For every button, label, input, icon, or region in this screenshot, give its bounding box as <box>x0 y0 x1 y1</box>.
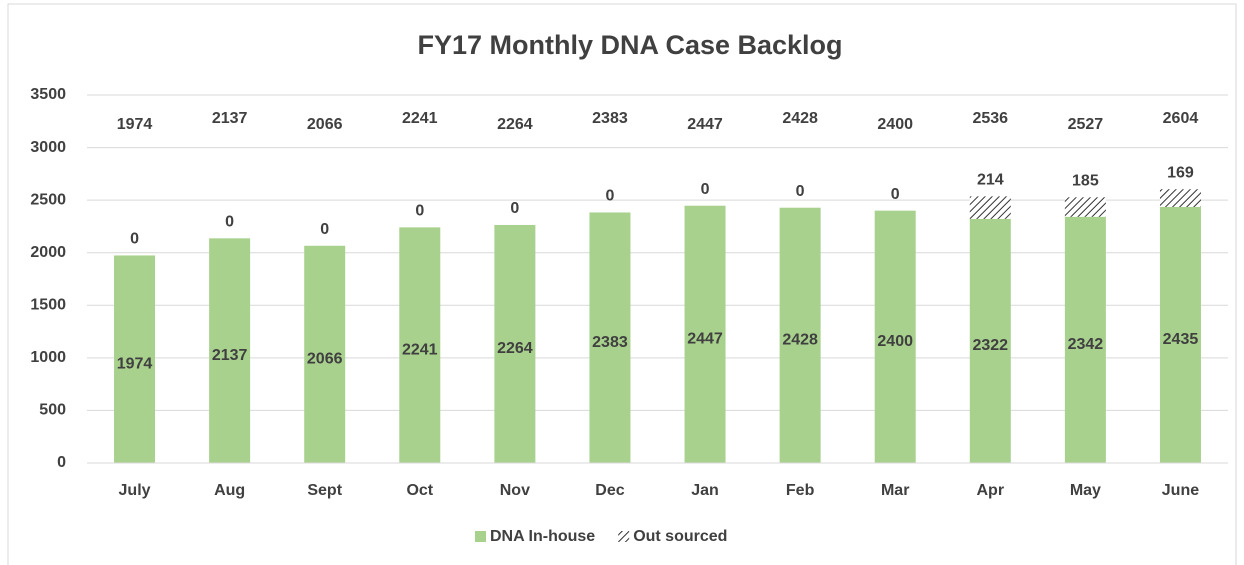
bar-segment <box>304 245 346 463</box>
y-tick-label: 3500 <box>30 86 66 103</box>
data-label: 0 <box>130 231 139 248</box>
bar-segment <box>874 210 916 463</box>
bar-segment <box>114 255 156 463</box>
bar-segment <box>779 207 821 463</box>
data-label: 2400 <box>877 333 913 350</box>
bar-segment <box>1159 189 1201 207</box>
legend-swatch <box>618 531 630 542</box>
bar-segment <box>209 238 251 463</box>
total-label: 2264 <box>497 116 533 133</box>
total-label: 2383 <box>592 110 628 127</box>
data-label: 0 <box>701 181 710 198</box>
legend-label: DNA In-house <box>490 528 595 545</box>
bar-segment <box>1159 206 1201 463</box>
data-label: 2322 <box>972 337 1008 354</box>
x-tick-label: Apr <box>977 482 1005 499</box>
y-tick-label: 2500 <box>30 191 66 208</box>
bar-segment <box>494 224 536 463</box>
data-label: 0 <box>891 186 900 203</box>
total-label: 2536 <box>972 110 1008 127</box>
data-label: 0 <box>796 183 805 200</box>
y-tick-label: 500 <box>39 402 66 419</box>
data-label: 2137 <box>212 347 248 364</box>
x-tick-label: July <box>119 482 151 499</box>
x-tick-label: May <box>1070 482 1101 499</box>
legend-swatch <box>475 531 486 542</box>
bar-segment <box>589 212 631 463</box>
y-tick-label: 1000 <box>30 349 66 366</box>
total-label: 2241 <box>402 110 438 127</box>
data-label: 0 <box>415 203 424 220</box>
x-tick-label: Jan <box>691 482 719 499</box>
data-label: 2447 <box>687 331 723 348</box>
data-label: 185 <box>1072 173 1099 190</box>
x-tick-label: Nov <box>500 482 530 499</box>
data-label: 2342 <box>1068 336 1104 353</box>
x-tick-label: Mar <box>881 482 909 499</box>
data-label: 2066 <box>307 351 343 368</box>
chart-title: FY17 Monthly DNA Case Backlog <box>417 30 842 60</box>
data-label: 0 <box>606 188 615 205</box>
data-label: 169 <box>1167 164 1194 181</box>
data-label: 0 <box>225 214 234 231</box>
total-label: 2604 <box>1163 110 1199 127</box>
data-label: 2428 <box>782 332 818 349</box>
x-tick-label: Aug <box>214 482 245 499</box>
total-label: 2400 <box>877 116 913 133</box>
bar-segment <box>684 205 726 463</box>
total-label: 1974 <box>117 116 153 133</box>
data-label: 2264 <box>497 340 533 357</box>
data-label: 0 <box>510 200 519 217</box>
y-tick-label: 1500 <box>30 297 66 314</box>
x-tick-label: Dec <box>595 482 624 499</box>
legend-label: Out sourced <box>633 528 727 545</box>
bar-segment <box>969 196 1011 219</box>
x-tick-label: Feb <box>786 482 815 499</box>
total-label: 2428 <box>782 110 818 127</box>
bar-segment <box>1064 197 1106 217</box>
data-label: 2435 <box>1163 331 1199 348</box>
total-label: 2066 <box>307 116 343 133</box>
bar-segment <box>1064 216 1106 463</box>
x-tick-label: June <box>1162 482 1199 499</box>
y-tick-label: 3000 <box>30 139 66 156</box>
y-tick-label: 0 <box>57 454 66 471</box>
total-label: 2137 <box>212 110 248 127</box>
x-tick-label: Oct <box>406 482 433 499</box>
data-label: 0 <box>320 221 329 238</box>
total-label: 2447 <box>687 116 723 133</box>
x-tick-label: Sept <box>307 482 342 499</box>
bar-segment <box>969 218 1011 463</box>
bar-segment <box>399 227 441 463</box>
data-label: 2383 <box>592 334 628 351</box>
y-tick-label: 2000 <box>30 244 66 261</box>
data-label: 2241 <box>402 341 438 358</box>
total-label: 2527 <box>1068 116 1104 133</box>
data-label: 214 <box>977 172 1004 189</box>
data-label: 1974 <box>117 355 153 372</box>
